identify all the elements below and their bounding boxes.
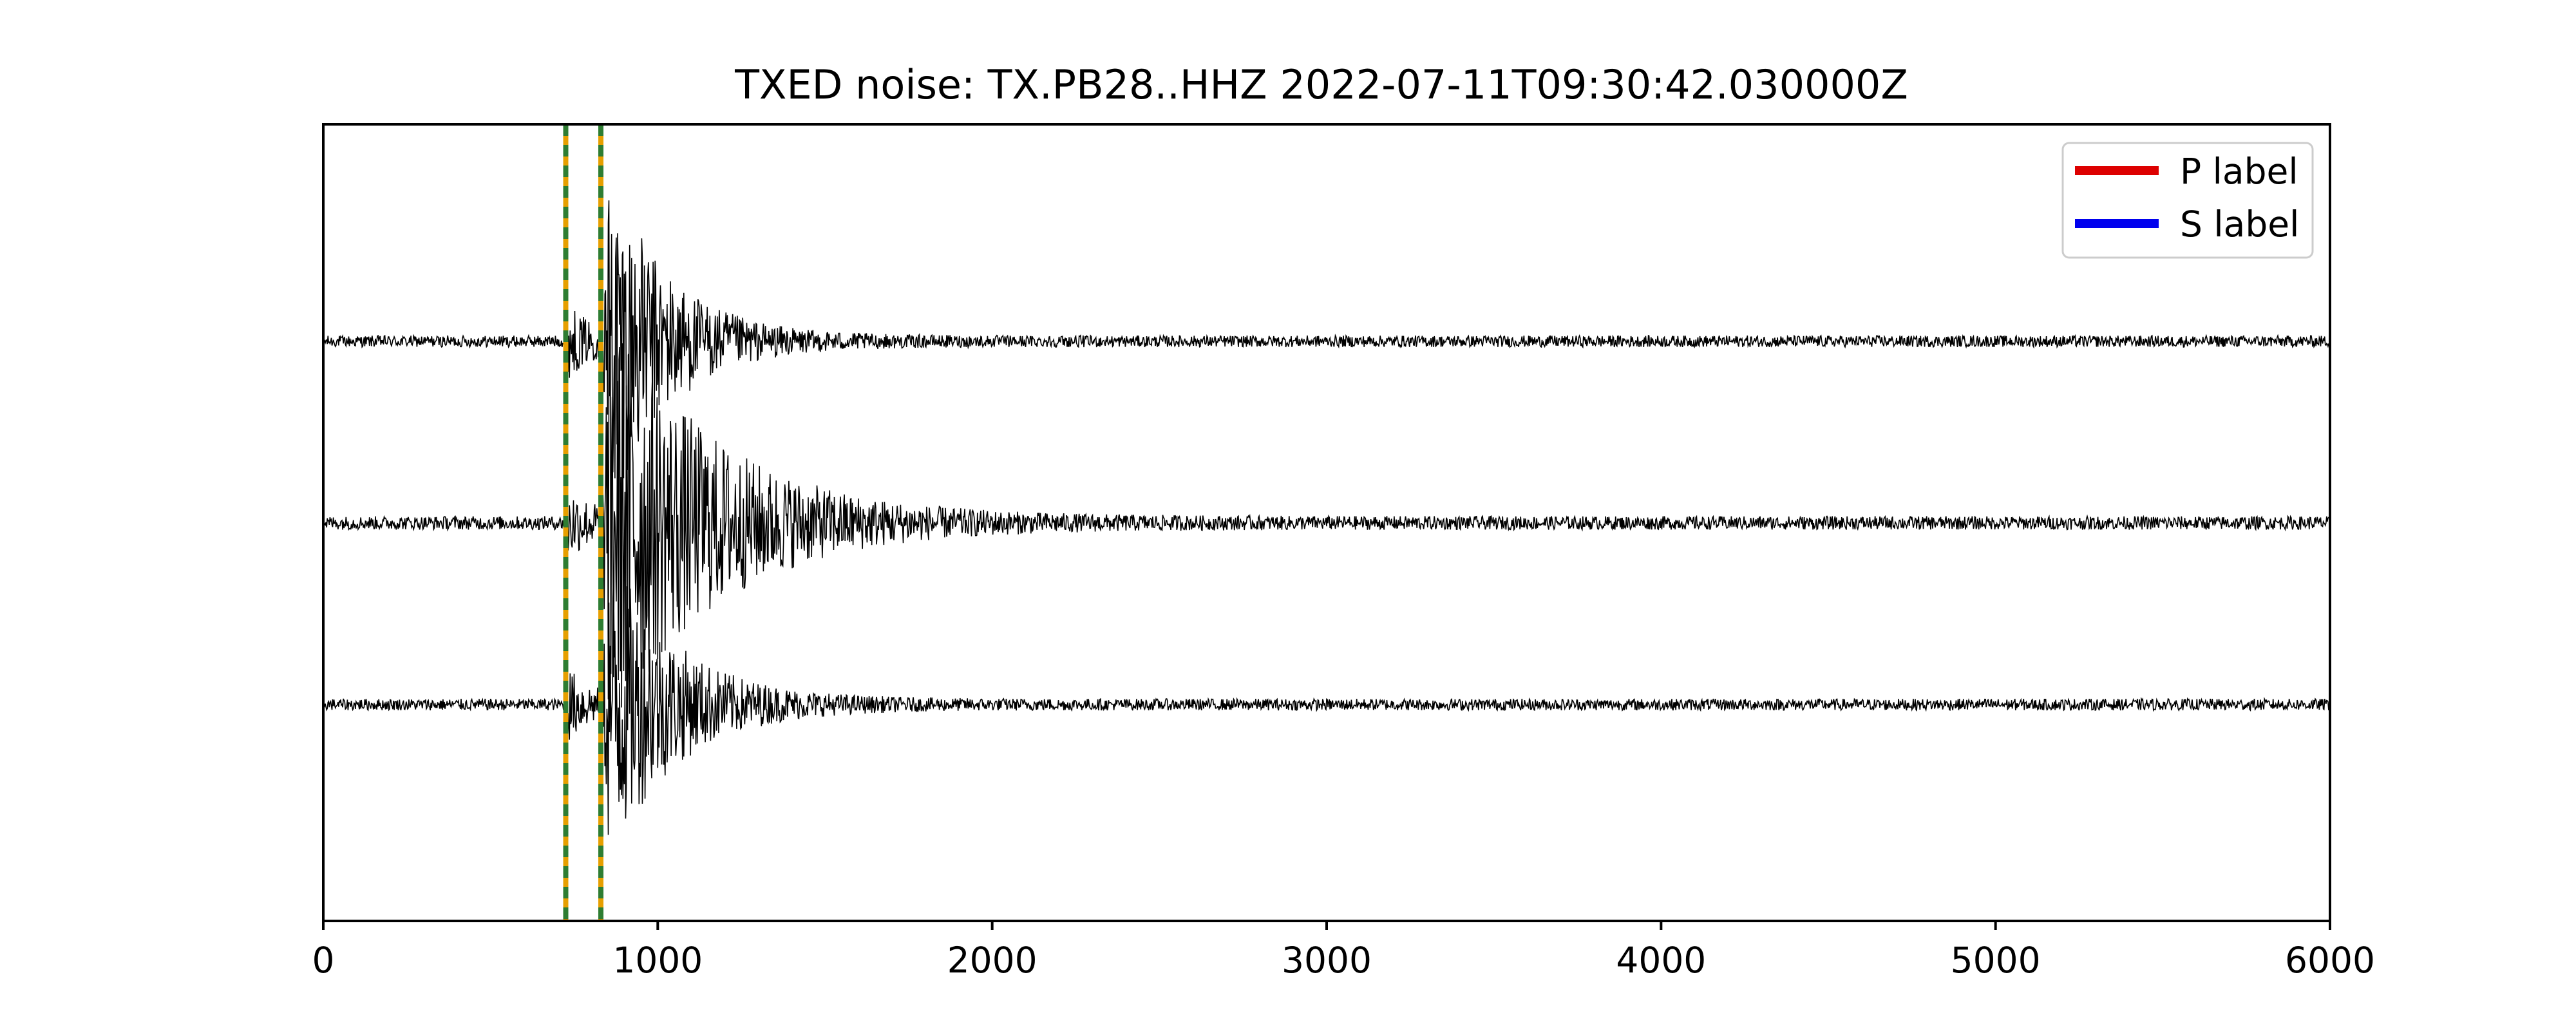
x-tick-label-1: 1000 (612, 940, 703, 981)
x-tick-label-4: 4000 (1616, 940, 1706, 981)
x-tick-label-2: 2000 (947, 940, 1037, 981)
waveform-trace-1 (323, 200, 2331, 479)
waveform-trace-2 (323, 310, 2331, 708)
legend: P label S label (2061, 142, 2314, 259)
x-tick-label-5: 5000 (1951, 940, 2041, 981)
x-tick-label-0: 0 (312, 940, 335, 981)
pick-lines (563, 124, 604, 921)
waveform-trace-3 (323, 578, 2331, 835)
legend-label-1: P label (2180, 151, 2298, 192)
chart-title: TXED noise: TX.PB28..HHZ 2022-07-11T09:3… (735, 61, 1908, 108)
legend-label-2: S label (2180, 204, 2299, 245)
x-axis-ticks: 0 1000 2000 3000 4000 5000 6000 (312, 921, 2375, 981)
x-tick-label-3: 3000 (1282, 940, 1372, 981)
x-tick-label-6: 6000 (2285, 940, 2375, 981)
waveform-traces (323, 200, 2331, 835)
